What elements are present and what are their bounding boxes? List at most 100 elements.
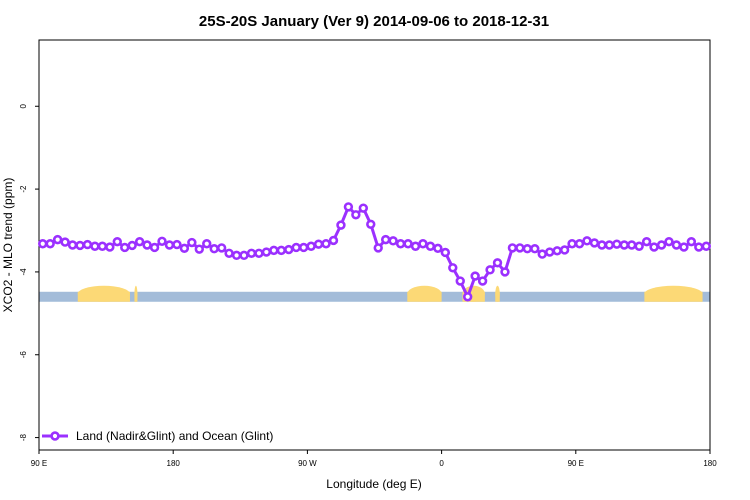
x-axis-label: Longitude (deg E): [326, 477, 421, 491]
x-tick-label: 180: [167, 459, 181, 468]
data-point: [97, 241, 108, 251]
data-point: [574, 239, 585, 249]
data-point: [507, 243, 518, 253]
data-point: [298, 242, 309, 253]
data-point: [202, 239, 212, 249]
data-point: [306, 241, 316, 251]
data-point: [552, 246, 562, 256]
y-tick-label: -2: [19, 185, 28, 193]
data-point: [530, 244, 540, 254]
data-point: [179, 243, 190, 254]
data-point: [75, 240, 85, 251]
data-point: [701, 241, 711, 251]
legend: Land (Nadir&Glint) and Ocean (Glint): [42, 429, 273, 443]
y-tick-label: -6: [19, 351, 28, 359]
x-tick-label: 90 E: [31, 459, 47, 468]
data-point: [328, 235, 339, 246]
x-tick-label: 180: [703, 459, 717, 468]
land-bump: [77, 285, 130, 302]
x-tick-label: 90 W: [298, 459, 317, 468]
data-point: [60, 237, 70, 247]
data-point: [589, 238, 600, 248]
data-point: [582, 236, 592, 246]
data-point: [38, 239, 48, 249]
data-point: [664, 236, 674, 247]
data-point: [597, 240, 607, 250]
data-point: [187, 237, 197, 248]
data-point: [440, 247, 451, 258]
data-point: [291, 242, 301, 253]
data-point: [67, 240, 78, 250]
data-point: [224, 248, 234, 258]
data-point: [254, 248, 264, 258]
data-point: [194, 244, 204, 254]
data-point: [522, 244, 533, 254]
data-point: [634, 241, 644, 251]
data-point: [216, 243, 227, 253]
land-bump: [134, 285, 138, 302]
data-point: [462, 292, 473, 302]
data-point: [366, 219, 376, 229]
data-point: [246, 248, 257, 258]
data-point: [671, 240, 682, 250]
data-point: [276, 245, 287, 256]
data-point: [105, 242, 115, 252]
data-point: [82, 239, 93, 250]
data-point: [395, 239, 406, 249]
data-point: [380, 234, 391, 245]
data-point: [149, 242, 160, 253]
data-point: [388, 236, 398, 246]
axis-ticks: 90 E 180 90 W 0 90 E 180 0 -2 -4 -6 -8: [19, 103, 717, 468]
data-point: [351, 210, 361, 220]
data-point: [470, 271, 480, 281]
data-point: [127, 240, 137, 251]
data-point: [157, 236, 167, 246]
y-tick-label: -8: [19, 433, 28, 441]
data-point: [142, 240, 152, 250]
legend-point-marker: [50, 431, 60, 441]
chart-title: 25S-20S January (Ver 9) 2014-09-06 to 20…: [199, 13, 549, 30]
data-point: [321, 239, 331, 249]
data-point: [537, 249, 547, 259]
data-point: [649, 242, 659, 252]
data-point: [418, 239, 428, 249]
legend-label: Land (Nadir&Glint) and Ocean (Glint): [76, 429, 273, 443]
data-point: [515, 243, 525, 253]
data-point: [45, 239, 55, 249]
data-point: [261, 247, 272, 257]
land-bump: [495, 285, 500, 302]
data-point: [604, 240, 615, 250]
data-point: [627, 240, 637, 250]
data-point: [656, 240, 667, 250]
data-point: [52, 234, 63, 245]
data-series: [38, 202, 711, 302]
data-point: [567, 239, 577, 249]
surface-band: [39, 285, 710, 302]
data-point: [694, 242, 704, 252]
data-point: [134, 236, 145, 247]
data-point: [448, 263, 458, 273]
data-point: [433, 243, 443, 254]
data-point: [373, 243, 383, 253]
y-tick-label: -4: [19, 268, 28, 276]
y-tick-label: 0: [19, 103, 28, 108]
data-point: [485, 265, 495, 275]
data-point: [209, 244, 219, 254]
data-point: [686, 236, 697, 247]
data-point: [358, 203, 369, 213]
data-point: [612, 239, 622, 249]
data-point: [313, 239, 324, 249]
data-point: [231, 250, 242, 261]
data-point: [641, 236, 652, 247]
data-point: [284, 244, 294, 255]
x-tick-label: 90 E: [568, 459, 584, 468]
data-point: [112, 236, 122, 247]
data-point: [492, 258, 503, 268]
ocean-band: [39, 291, 710, 302]
data-point: [343, 202, 354, 212]
series-line: [42, 205, 707, 299]
data-point: [403, 239, 413, 249]
y-axis-label: XCO2 - MLO trend (ppm): [1, 178, 15, 313]
data-point: [455, 276, 465, 286]
